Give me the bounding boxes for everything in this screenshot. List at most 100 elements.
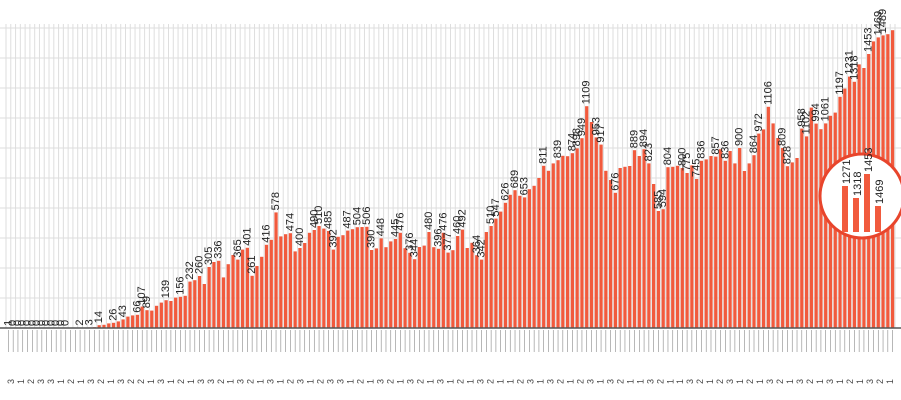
data-label: 775 — [681, 153, 693, 171]
x-tick-label: 1 — [426, 379, 436, 384]
data-label: 898 — [571, 128, 583, 146]
data-label: 828 — [781, 146, 793, 164]
data-label: 261 — [246, 255, 258, 273]
bar — [556, 160, 560, 328]
bar — [393, 239, 398, 328]
bar — [331, 249, 336, 328]
data-label: 460 — [452, 216, 464, 234]
x-tick-label: 2 — [96, 379, 106, 384]
bar — [370, 250, 374, 328]
x-tick-label: 2 — [655, 379, 665, 384]
x-tick-label: 3 — [765, 379, 775, 384]
zoom-label: 1453 — [863, 148, 875, 172]
x-tick-label: 3 — [326, 379, 336, 384]
bar — [169, 301, 173, 328]
bar — [446, 252, 450, 328]
data-label: 889 — [629, 130, 641, 148]
x-tick-label: 2 — [126, 379, 136, 384]
bar — [800, 128, 804, 328]
x-tick-label: 2 — [695, 379, 705, 384]
x-tick-label: 1 — [106, 379, 116, 384]
data-label: 416 — [260, 224, 272, 242]
data-label: 585 — [652, 191, 664, 209]
data-label: 1106 — [762, 81, 774, 105]
x-tick-label: 2 — [386, 379, 396, 384]
vertical-gridlines — [5, 24, 896, 328]
data-label: 0 — [36, 320, 48, 326]
bar — [795, 158, 799, 328]
bar — [298, 248, 302, 328]
x-tick-label: 3 — [336, 379, 346, 384]
x-tick-label: 3 — [266, 379, 276, 384]
data-label: 1469 — [872, 11, 884, 35]
data-label: 745 — [691, 159, 703, 177]
x-tick-label: 3 — [46, 379, 56, 384]
zoom-label: 1271 — [841, 160, 853, 184]
bar — [288, 233, 293, 328]
bar — [781, 148, 785, 328]
x-tick-label: 3 — [296, 379, 306, 384]
data-label: 390 — [366, 230, 378, 248]
bar — [460, 229, 465, 328]
zoom-bar — [853, 198, 859, 232]
data-label: 492 — [456, 209, 468, 227]
x-tick-label: 1 — [446, 379, 456, 384]
x-tick-label: 1 — [166, 379, 176, 384]
x-tick-label: 1 — [565, 379, 575, 384]
x-tick-label: 2 — [775, 379, 785, 384]
bar — [260, 256, 264, 328]
bar — [212, 262, 216, 328]
x-tick-label: 1 — [495, 379, 505, 384]
x-tick-label: 2 — [316, 379, 326, 384]
bar — [432, 247, 436, 328]
bar — [499, 211, 503, 328]
bar — [174, 297, 178, 328]
bar — [589, 122, 594, 328]
x-tick-label: 2 — [286, 379, 296, 384]
zoom-label: 1469 — [874, 180, 886, 204]
data-label: 839 — [552, 140, 564, 158]
x-tick-label: 1 — [885, 379, 895, 384]
bar — [752, 155, 756, 328]
bar — [255, 266, 259, 328]
data-label: 344 — [409, 239, 421, 257]
bar — [307, 232, 312, 328]
bar — [790, 162, 794, 328]
x-tick-label: 1 — [56, 379, 66, 384]
bar — [346, 230, 350, 328]
x-tick-label: 3 — [156, 379, 166, 384]
data-label: 0 — [50, 320, 62, 326]
bar — [202, 284, 206, 328]
bar — [279, 236, 283, 328]
bar — [140, 306, 144, 328]
data-label: 506 — [361, 206, 373, 224]
zoom-bar — [864, 174, 870, 232]
data-label: 485 — [323, 211, 335, 229]
bar — [704, 159, 708, 328]
bar — [221, 277, 226, 328]
data-label: 653 — [519, 177, 531, 195]
data-label: 1231 — [844, 50, 856, 74]
data-label: 139 — [160, 280, 172, 298]
bar — [604, 170, 608, 328]
data-label: 1109 — [581, 81, 593, 105]
x-tick-label: 1 — [625, 379, 635, 384]
x-tick-label: 1 — [16, 379, 26, 384]
data-label: 476 — [437, 212, 449, 230]
data-label: 874 — [566, 133, 578, 151]
x-tick-label: 1 — [535, 379, 545, 384]
bar — [350, 229, 355, 328]
x-tick-label: 3 — [545, 379, 555, 384]
bar — [240, 249, 245, 328]
bar — [360, 227, 364, 328]
data-label: 894 — [638, 129, 650, 147]
data-label: 811 — [538, 146, 550, 164]
x-tick-label: 2 — [66, 379, 76, 384]
data-label: 2 — [74, 319, 86, 325]
bar — [652, 184, 656, 328]
bar — [413, 259, 417, 328]
bar — [728, 151, 732, 328]
x-tick-label: 2 — [136, 379, 146, 384]
bar — [570, 153, 575, 328]
